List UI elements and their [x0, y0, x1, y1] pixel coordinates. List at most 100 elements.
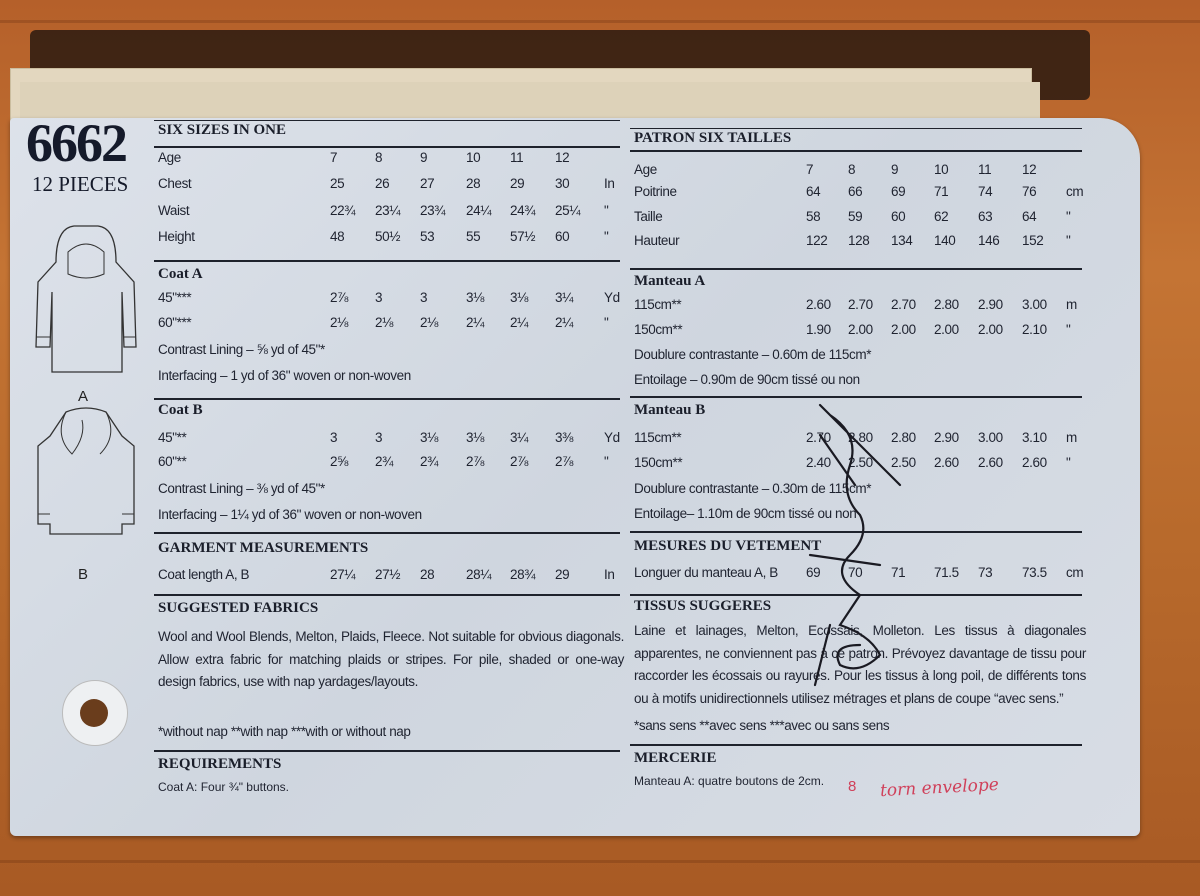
- coat_a-row-unit: ": [604, 315, 609, 330]
- coat_a-row-value: 3: [375, 290, 383, 305]
- garment-row-value: 28: [420, 567, 435, 582]
- requirements-text: Coat A: Four ¾" buttons.: [158, 780, 289, 794]
- coat_b-row-unit: Yd: [604, 430, 620, 445]
- section-divider: [154, 398, 620, 400]
- sizes-row-value: 7: [330, 150, 338, 165]
- coat_a-note: Interfacing – 1 yd of 36" woven or non-w…: [158, 368, 411, 383]
- coat_b-row-value: 3¼: [510, 430, 528, 445]
- coat_b-row-value: 2⅞: [466, 454, 484, 469]
- coat_b-row-value: 2⅞: [555, 454, 573, 469]
- sizes-row-value: 76: [1022, 184, 1037, 199]
- section-title: Coat A: [158, 266, 203, 282]
- coat_b-row-value: 2.80: [891, 430, 916, 445]
- garment-row-value: 27¼: [330, 567, 356, 582]
- sizes-row-value: 24¼: [466, 203, 492, 218]
- coat-a-illustration: [35, 225, 137, 373]
- sizes-row-value: 122: [806, 233, 828, 248]
- sizes-row-value: 11: [510, 150, 524, 165]
- coat_b-row-value: 2¾: [375, 454, 393, 469]
- garment-row-label: Longuer du manteau A, B: [634, 565, 778, 580]
- sizes-row-value: 28: [466, 176, 481, 191]
- section-title: MESURES DU VETEMENT: [634, 538, 822, 554]
- coat_a-row-value: 3⅛: [466, 290, 484, 305]
- sizes-row-value: 11: [978, 162, 992, 177]
- section-title: PATRON SIX TAILLES: [634, 130, 792, 146]
- coat_b-row-value: 2⅝: [330, 454, 348, 469]
- sizes-row-value: 53: [420, 229, 435, 244]
- section-title: GARMENT MEASUREMENTS: [158, 540, 369, 556]
- garment-row-value: 73: [978, 565, 993, 580]
- coat_b-row-value: 3.10: [1022, 430, 1047, 445]
- coat_a-row-unit: m: [1066, 297, 1077, 312]
- fabrics-footnote: *without nap **with nap ***with or witho…: [158, 724, 411, 739]
- section-divider: [630, 128, 1082, 129]
- fabrics-text: Wool and Wool Blends, Melton, Plaids, Fl…: [158, 629, 624, 689]
- coat_b-row-value: 3: [330, 430, 338, 445]
- coat_a-row-value: 2¼: [510, 315, 528, 330]
- coat_a-row-value: 2.70: [891, 297, 916, 312]
- sizes-row-label: Taille: [634, 209, 663, 224]
- section-divider: [630, 744, 1082, 746]
- section-divider: [630, 150, 1082, 152]
- sizes-row-value: 60: [555, 229, 570, 244]
- section-divider: [154, 120, 620, 121]
- sizes-row-unit: cm: [1066, 184, 1084, 199]
- coat_a-row-label: 60"***: [158, 315, 192, 330]
- garment-row-unit: cm: [1066, 565, 1084, 580]
- back-envelope-flap: [20, 82, 1040, 122]
- coat_b-row-value: 3: [375, 430, 383, 445]
- coat_b-row-value: 3.00: [978, 430, 1003, 445]
- section-divider: [630, 594, 1082, 596]
- section-title: Coat B: [158, 402, 203, 418]
- view-a-label: A: [78, 388, 89, 405]
- sizes-row-value: 63: [978, 209, 993, 224]
- garment-row-unit: In: [604, 567, 615, 582]
- coat_b-row-label: 45"**: [158, 430, 187, 445]
- sizes-row-value: 58: [806, 209, 821, 224]
- coat_a-row-value: 3⅛: [510, 290, 528, 305]
- coat_b-row-label: 115cm**: [634, 430, 682, 445]
- section-title: MERCERIE: [634, 750, 717, 766]
- sizes-row-value: 25: [330, 176, 345, 191]
- coat_a-note: Doublure contrastante – 0.60m de 115cm*: [634, 347, 872, 362]
- sizes-row-value: 26: [375, 176, 390, 191]
- pattern-pieces: 12 PIECES: [32, 172, 129, 196]
- sizes-row-unit: ": [1066, 209, 1071, 224]
- sizes-row-value: 48: [330, 229, 345, 244]
- sizes-row-value: 60: [891, 209, 906, 224]
- coat_a-row-value: 2.90: [978, 297, 1003, 312]
- coat_a-row-value: 2.00: [891, 322, 916, 337]
- sizes-row-value: 55: [466, 229, 481, 244]
- sizes-row-value: 25¼: [555, 203, 581, 218]
- sizes-row-unit: In: [604, 176, 615, 191]
- coat_a-row-value: 2.00: [934, 322, 959, 337]
- coat_b-note: Contrast Lining – ⅜ yd of 45"*: [158, 481, 325, 496]
- section-divider: [154, 594, 620, 596]
- sizes-row-value: 152: [1022, 233, 1044, 248]
- section-divider: [630, 531, 1082, 533]
- section-divider: [154, 260, 620, 262]
- section-divider: [154, 532, 620, 534]
- sizes-row-label: Age: [158, 150, 181, 165]
- sizes-row-value: 10: [934, 162, 949, 177]
- sizes-row-value: 57½: [510, 229, 536, 244]
- coat_a-row-value: 3: [420, 290, 428, 305]
- sizes-row-value: 9: [420, 150, 428, 165]
- garment-row-value: 28¼: [466, 567, 492, 582]
- wood-grain: [0, 860, 1200, 863]
- garment-row-value: 27½: [375, 567, 401, 582]
- sizes-row-value: 30: [555, 176, 570, 191]
- coat_b-row-value: 2.80: [848, 430, 873, 445]
- coat_b-row-value: 2.60: [978, 455, 1003, 470]
- coat_a-row-label: 45"***: [158, 290, 192, 305]
- garment-row-value: 69: [806, 565, 821, 580]
- coat_a-row-unit: ": [1066, 322, 1071, 337]
- sizes-row-value: 22¾: [330, 203, 356, 218]
- coat_b-row-value: 2.50: [891, 455, 916, 470]
- garment-row-value: 71.5: [934, 565, 959, 580]
- coat_a-row-value: 2.00: [978, 322, 1003, 337]
- garment-row-value: 29: [555, 567, 570, 582]
- requirements-text: Manteau A: quatre boutons de 2cm.: [634, 774, 825, 788]
- section-title: Manteau A: [634, 273, 706, 289]
- coat_a-row-value: 3¼: [555, 290, 573, 305]
